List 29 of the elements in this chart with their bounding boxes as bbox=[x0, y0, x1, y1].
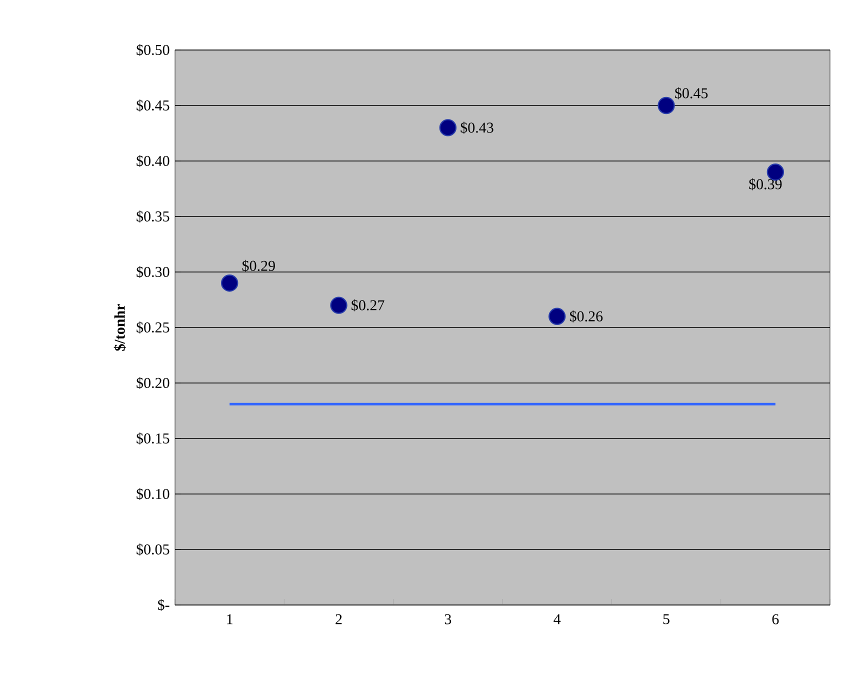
x-tick-label: 2 bbox=[336, 614, 342, 624]
y-tick-label: $0.40 bbox=[136, 155, 170, 168]
point bbox=[220, 274, 238, 292]
y-tick-label: $0.35 bbox=[136, 210, 170, 223]
data-label: $0.45 bbox=[675, 87, 708, 100]
data-label: $0.43 bbox=[460, 122, 494, 134]
y-tick-label: $0.15 bbox=[136, 432, 170, 445]
x-tick-label: 3 bbox=[444, 614, 452, 624]
y-tick-label: $0.45 bbox=[136, 100, 170, 112]
data-label: $0.26 bbox=[570, 310, 603, 322]
data-label: $0.39 bbox=[749, 178, 782, 190]
data-label: $0.27 bbox=[352, 299, 384, 312]
y-tick-label: $0.30 bbox=[136, 266, 170, 278]
x-tick-label: 1 bbox=[227, 614, 232, 624]
point bbox=[658, 96, 675, 114]
y-tick-label: $0.10 bbox=[136, 488, 170, 500]
y-tick-label: $0.50 bbox=[136, 44, 170, 56]
point bbox=[439, 119, 457, 136]
x-tick-label: 6 bbox=[772, 614, 779, 624]
point bbox=[548, 308, 566, 325]
y-axis-title: $/tonhr bbox=[114, 304, 126, 351]
point bbox=[330, 296, 348, 314]
y-tick-label: $0.25 bbox=[136, 322, 170, 334]
x-tick-label: 5 bbox=[663, 614, 670, 624]
y-tick-label: $- bbox=[158, 599, 170, 612]
x-tick-label: 4 bbox=[554, 614, 561, 624]
data-label: $0.29 bbox=[242, 260, 275, 272]
y-tick-label: $0.20 bbox=[136, 377, 170, 390]
y-tick-label: $0.05 bbox=[136, 544, 170, 556]
